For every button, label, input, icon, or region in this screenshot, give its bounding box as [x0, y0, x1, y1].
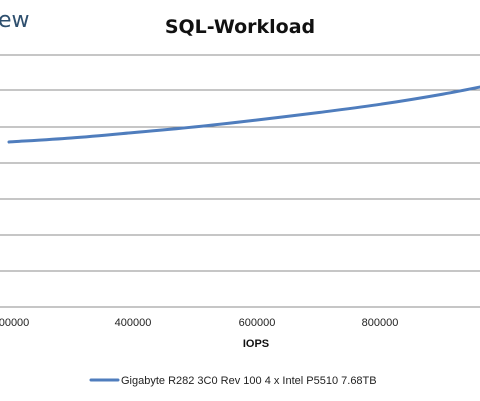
x-tick-label: 800000 [362, 317, 399, 329]
logo-text: ew [0, 8, 30, 33]
legend-label: Gigabyte R282 3C0 Rev 100 4 x Intel P551… [121, 375, 377, 387]
series-line [7, 85, 480, 144]
x-tick-label: 600000 [239, 317, 276, 329]
x-tick-labels: 00000 400000 600000 800000 [0, 317, 398, 329]
gridlines [0, 54, 480, 308]
chart-title: SQL-Workload [165, 16, 315, 38]
x-axis-label: IOPS [243, 338, 269, 350]
series-lines [7, 85, 480, 144]
legend: Gigabyte R282 3C0 Rev 100 4 x Intel P551… [89, 375, 377, 387]
x-tick-label: 400000 [115, 317, 152, 329]
x-tick-label: 00000 [0, 317, 29, 329]
